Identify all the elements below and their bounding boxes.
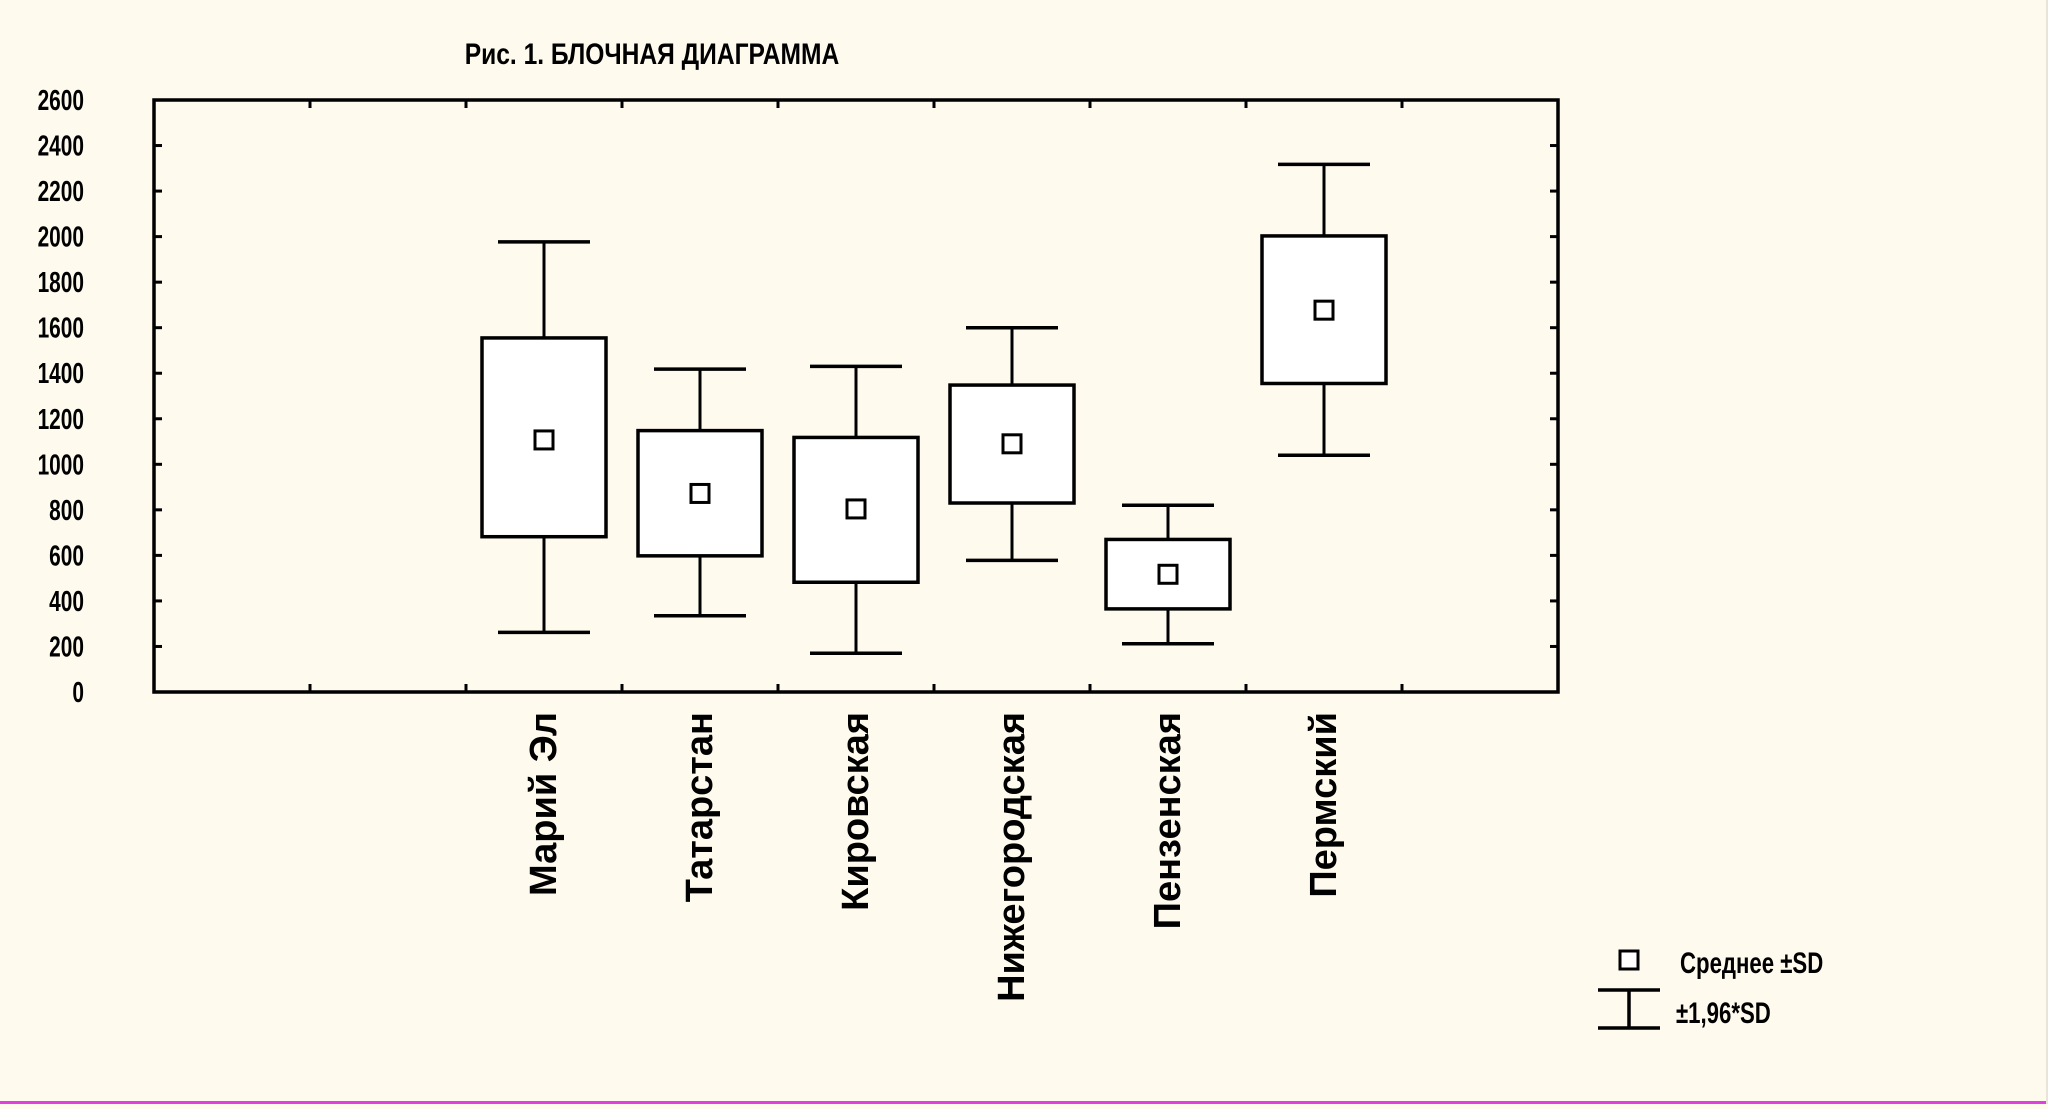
box-group bbox=[792, 364, 920, 656]
legend-square-symbol bbox=[1618, 949, 1640, 971]
category-label: Кировская bbox=[835, 712, 877, 911]
plot-frame bbox=[152, 98, 1560, 694]
y-tick-label: 2400 bbox=[38, 130, 84, 162]
y-tick-label: 1400 bbox=[38, 358, 84, 390]
y-tick-label: 1000 bbox=[38, 449, 84, 481]
box-group bbox=[636, 367, 764, 618]
chart-title: Рис. 1. БЛОЧНАЯ ДИАГРАММА bbox=[465, 37, 840, 71]
box-group bbox=[1260, 162, 1388, 457]
mean-marker bbox=[845, 498, 867, 520]
mean-marker bbox=[533, 429, 555, 451]
category-label: Нижегородская bbox=[991, 712, 1033, 1002]
series-boxes bbox=[480, 162, 1388, 656]
sd-box bbox=[948, 383, 1076, 505]
category-label: Пензенская bbox=[1147, 712, 1189, 929]
y-tick-label: 600 bbox=[49, 540, 84, 572]
y-tick-label: 1800 bbox=[38, 267, 84, 299]
y-tick-label: 1600 bbox=[38, 312, 84, 344]
y-tick-label: 2600 bbox=[38, 85, 84, 117]
box-group bbox=[480, 240, 608, 635]
category-label: Татарстан bbox=[679, 712, 721, 902]
sd-box bbox=[792, 435, 920, 585]
box-group bbox=[948, 325, 1076, 563]
legend: Среднее ±SD ±1,96*SD bbox=[1598, 946, 1823, 1030]
y-tick-label: 0 bbox=[72, 677, 84, 709]
mean-marker bbox=[1313, 299, 1335, 321]
bottom-edge-line bbox=[0, 1101, 2048, 1104]
y-tick-label: 2200 bbox=[38, 176, 84, 208]
y-tick-label: 400 bbox=[49, 586, 84, 618]
mean-marker bbox=[1157, 563, 1179, 585]
legend-label: Среднее ±SD bbox=[1680, 946, 1823, 980]
legend-label: ±1,96*SD bbox=[1676, 996, 1771, 1030]
category-label: Марий Эл bbox=[523, 712, 565, 896]
x-axis: Марий Эл Татарстан Кировская Нижегородская П… bbox=[308, 100, 1404, 1002]
y-tick-label: 800 bbox=[49, 495, 84, 527]
y-axis: 0 200 400 600 800 1000 1200 1400 1600 1800 2000 220… bbox=[38, 85, 1558, 709]
box-group bbox=[1104, 503, 1232, 646]
right-edge-line bbox=[2046, 0, 2048, 1104]
category-label: Пермский bbox=[1303, 712, 1345, 898]
y-tick-label: 1200 bbox=[38, 404, 84, 436]
y-tick-label: 200 bbox=[49, 631, 84, 663]
y-tick-label: 2000 bbox=[38, 221, 84, 253]
mean-marker bbox=[1001, 433, 1023, 455]
mean-marker bbox=[689, 482, 711, 504]
